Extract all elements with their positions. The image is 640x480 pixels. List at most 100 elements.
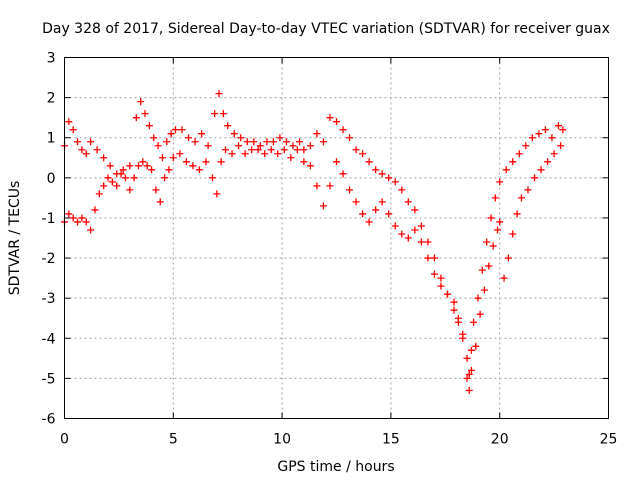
y-tick-label: 1 bbox=[47, 131, 56, 147]
data-point bbox=[141, 110, 149, 118]
data-point bbox=[237, 134, 245, 142]
data-point bbox=[513, 210, 521, 218]
data-point bbox=[417, 222, 425, 230]
data-point bbox=[535, 130, 543, 138]
data-point bbox=[372, 206, 380, 214]
data-point bbox=[504, 254, 512, 262]
data-point bbox=[178, 126, 186, 134]
data-point bbox=[104, 174, 112, 182]
plot-frame bbox=[64, 57, 609, 419]
x-tick-label: 15 bbox=[382, 432, 400, 448]
data-point bbox=[182, 158, 190, 166]
y-tick-label: 2 bbox=[47, 91, 56, 107]
data-point bbox=[515, 150, 523, 158]
data-point bbox=[437, 282, 445, 290]
data-point bbox=[171, 126, 179, 134]
data-point bbox=[450, 298, 458, 306]
data-point bbox=[557, 142, 565, 150]
data-point bbox=[217, 158, 225, 166]
data-point bbox=[106, 162, 114, 170]
data-point bbox=[537, 166, 545, 174]
data-point bbox=[134, 162, 142, 170]
data-point bbox=[472, 342, 480, 350]
data-point bbox=[385, 174, 393, 182]
data-point bbox=[465, 370, 473, 378]
x-tick-label: 20 bbox=[491, 432, 509, 448]
data-point bbox=[550, 150, 558, 158]
data-point bbox=[467, 366, 475, 374]
data-point bbox=[87, 226, 95, 234]
data-point bbox=[372, 166, 380, 174]
data-point bbox=[293, 146, 301, 154]
chart-title: Day 328 of 2017, Sidereal Day-to-day VTE… bbox=[42, 21, 610, 37]
data-point bbox=[333, 118, 340, 126]
data-point bbox=[544, 158, 552, 166]
data-point bbox=[222, 146, 230, 154]
data-point bbox=[117, 170, 125, 178]
data-point bbox=[443, 290, 451, 298]
data-point bbox=[287, 154, 295, 162]
data-point bbox=[500, 274, 508, 282]
data-point bbox=[306, 142, 314, 150]
data-point bbox=[404, 234, 412, 242]
data-points bbox=[61, 90, 567, 394]
data-point bbox=[169, 154, 177, 162]
y-tick-label: -5 bbox=[42, 371, 56, 387]
data-point bbox=[485, 262, 493, 270]
y-tick-label: -4 bbox=[42, 331, 56, 347]
data-point bbox=[359, 150, 367, 158]
x-tick-label: 0 bbox=[60, 432, 69, 448]
data-point bbox=[424, 238, 432, 246]
data-point bbox=[417, 238, 425, 246]
data-point bbox=[165, 166, 173, 174]
data-point bbox=[365, 158, 373, 166]
data-point bbox=[137, 98, 145, 106]
data-point bbox=[491, 194, 499, 202]
data-point bbox=[248, 146, 256, 154]
data-point bbox=[548, 134, 556, 142]
data-point bbox=[352, 198, 360, 206]
data-point bbox=[385, 210, 393, 218]
data-point bbox=[269, 138, 277, 146]
data-point bbox=[113, 182, 121, 190]
axis-ticks bbox=[64, 57, 609, 419]
y-tick-label: -3 bbox=[42, 291, 56, 307]
data-point bbox=[230, 130, 238, 138]
data-point bbox=[352, 146, 360, 154]
data-point bbox=[494, 226, 502, 234]
data-point bbox=[82, 150, 90, 158]
data-point bbox=[139, 158, 147, 166]
data-point bbox=[93, 146, 101, 154]
data-point bbox=[474, 294, 482, 302]
data-point bbox=[554, 122, 562, 130]
data-point bbox=[143, 162, 151, 170]
data-point bbox=[204, 142, 212, 150]
data-point bbox=[191, 138, 199, 146]
data-point bbox=[82, 218, 90, 226]
data-point bbox=[559, 126, 567, 134]
data-point bbox=[430, 270, 438, 278]
data-point bbox=[483, 238, 491, 246]
data-point bbox=[391, 222, 399, 230]
data-point bbox=[256, 142, 264, 150]
data-point bbox=[524, 186, 532, 194]
data-point bbox=[454, 314, 462, 322]
y-tick-label: -1 bbox=[42, 211, 56, 227]
data-point bbox=[126, 186, 134, 194]
data-point bbox=[346, 134, 354, 142]
data-point bbox=[78, 214, 86, 222]
data-point bbox=[496, 178, 504, 186]
data-point bbox=[158, 154, 166, 162]
data-point bbox=[224, 122, 232, 130]
data-point bbox=[411, 226, 419, 234]
data-point bbox=[437, 274, 445, 282]
data-point bbox=[121, 174, 129, 182]
data-point bbox=[195, 166, 203, 174]
data-point bbox=[148, 166, 156, 174]
x-tick-label: 10 bbox=[273, 432, 291, 448]
data-point bbox=[261, 150, 269, 158]
data-point bbox=[185, 134, 193, 142]
data-point bbox=[480, 286, 488, 294]
data-point bbox=[145, 122, 153, 130]
